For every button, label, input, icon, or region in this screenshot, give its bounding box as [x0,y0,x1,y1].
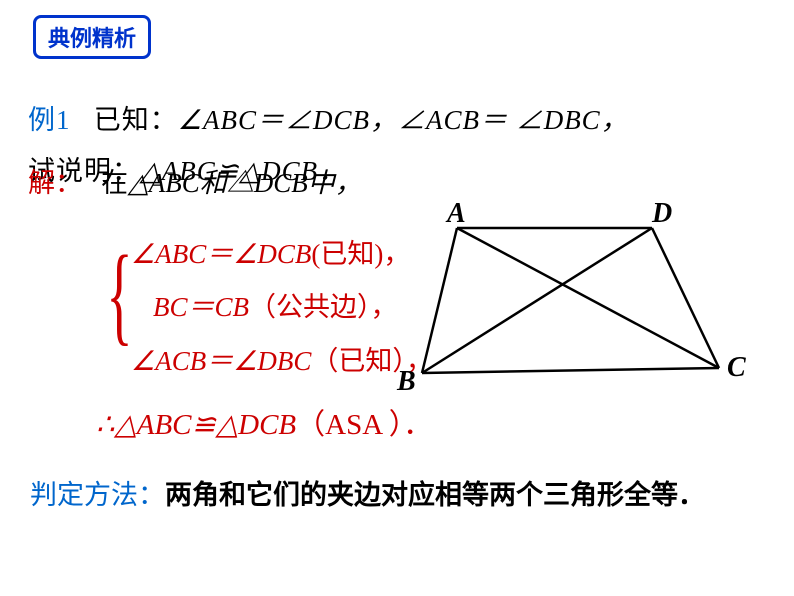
proof-step-2: BC＝CB（公共边）， [113,281,433,334]
label-a: A [445,198,466,229]
step2-math: BC＝CB [153,292,249,322]
brace-symbol: { [106,228,132,360]
problem-line-1: 例1 已知：∠ABC＝∠DCB，∠ACB＝ ∠DBC， [28,95,766,146]
diagram-svg: A D B C [409,210,744,400]
edge-db [422,228,652,373]
edge-dc [652,228,719,368]
method-line: 判定方法：两角和它们的夹边对应相等两个三角形全等． [30,473,705,512]
content-area: 例1 已知：∠ABC＝∠DCB，∠ACB＝ ∠DBC， 试说明：△ABC≌△DC… [28,95,766,213]
proof-step-1: ∠ABC＝∠DCB(已知)， [113,228,433,281]
example-label: 例1 [28,105,71,135]
step3-math: ∠ACB＝∠DBC [131,346,311,376]
method-text: 两角和它们的夹边对应相等两个三角形全等． [165,480,705,510]
edge-ac [457,228,719,368]
in-triangles-math: △ABC和△DCB中， [128,168,362,198]
edge-bc [422,368,719,373]
given-math: ∠ABC＝∠DCB，∠ACB＝ ∠DBC， [178,105,629,135]
brace-container: { ∠ABC＝∠DCB(已知)， BC＝CB（公共边）， ∠ACB＝∠DBC（已… [113,228,433,388]
conclusion-math: ∴△ABC≌△DCB [96,409,296,441]
section-badge-text: 典例精析 [48,26,136,51]
section-badge: 典例精析 [33,15,151,59]
proof-step-3: ∠ACB＝∠DBC（已知）， [113,335,433,388]
label-d: D [651,198,672,229]
in-triangles-prefix: 在 [101,168,128,198]
step2-reason: （公共边）， [249,292,398,322]
triangle-diagram: A D B C [409,210,744,400]
given-prefix: 已知： [94,105,178,135]
label-c: C [727,352,746,383]
step1-reason: (已知)， [311,239,410,269]
in-triangles: 在△ABC和△DCB中， [101,161,362,200]
conclusion: ∴△ABC≌△DCB（ASA ）． [96,401,432,443]
step1-math: ∠ABC＝∠DCB [131,239,311,269]
conclusion-reason: （ASA ）． [296,409,432,441]
method-label: 判定方法： [30,480,165,510]
solution-label: 解： [28,161,82,200]
label-b: B [396,366,416,397]
edge-ab [422,228,457,373]
